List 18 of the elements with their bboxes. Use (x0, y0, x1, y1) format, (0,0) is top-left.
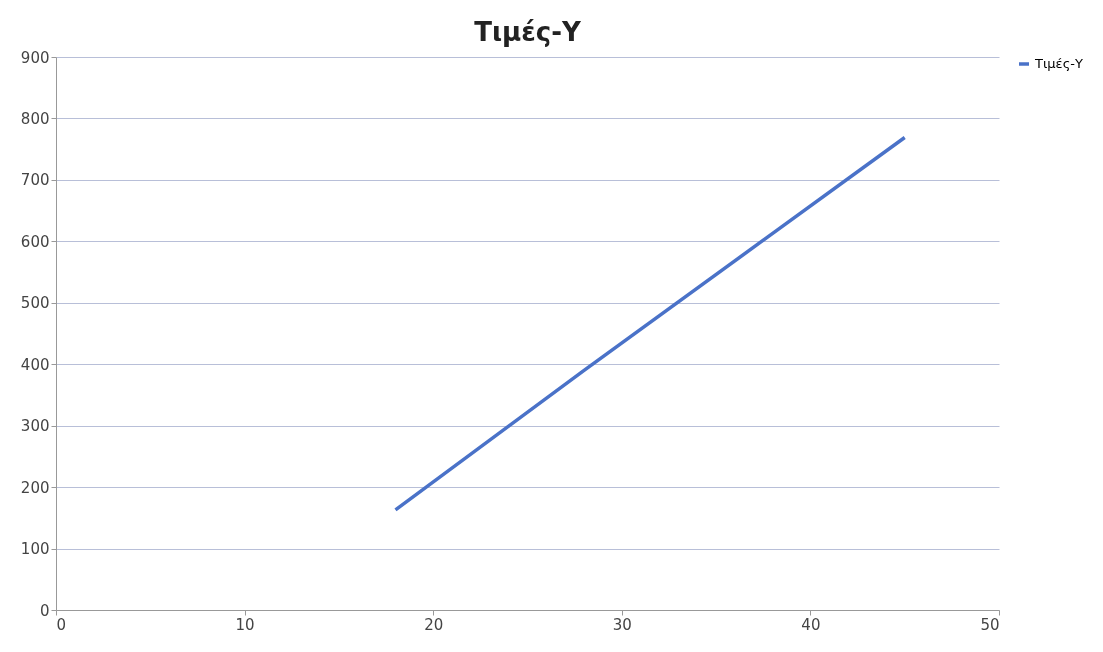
x-tick-label: 50 (980, 615, 1000, 634)
y-tick-label: 200 (20, 478, 50, 497)
y-tick-label: 900 (20, 48, 50, 67)
x-tick-label: 0 (56, 615, 67, 634)
y-tick-label: 500 (20, 294, 50, 313)
x-tick-label: 40 (801, 615, 821, 634)
y-tick-label: 100 (20, 540, 50, 559)
x-tick-label: 10 (235, 615, 255, 634)
legend-label: Τιμές-Y (1034, 56, 1083, 71)
y-tick-label: 400 (20, 355, 50, 374)
y-tick-label: 0 (39, 601, 50, 620)
x-tick-label: 30 (612, 615, 632, 634)
y-tick-label: 300 (20, 417, 50, 436)
x-tick-label: 20 (424, 615, 444, 634)
y-tick-label: 700 (20, 171, 50, 190)
y-tick-label: 800 (20, 109, 50, 128)
y-tick-label: 600 (20, 232, 50, 251)
chart-title: Τιμές-Y (474, 17, 582, 47)
